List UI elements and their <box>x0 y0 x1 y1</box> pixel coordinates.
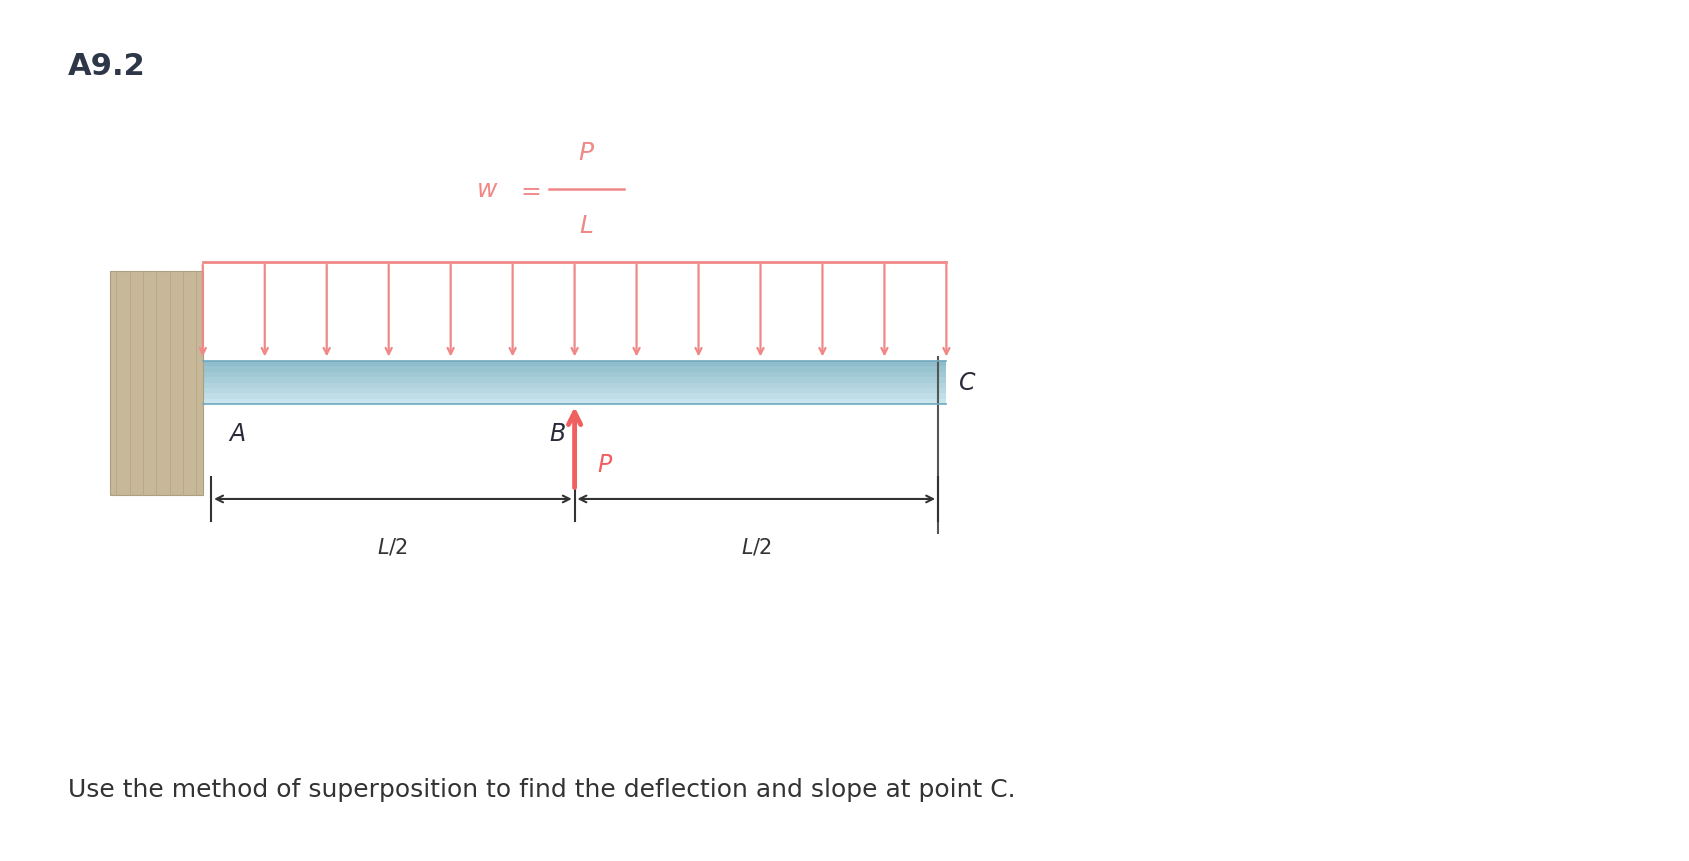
Text: Use the method of superposition to find the deflection and slope at point C.: Use the method of superposition to find … <box>68 777 1015 801</box>
Bar <box>203 362 946 367</box>
Bar <box>110 271 203 495</box>
Text: $=$: $=$ <box>517 177 540 201</box>
Bar <box>203 400 946 405</box>
Text: A9.2: A9.2 <box>68 52 145 81</box>
Text: $L/2$: $L/2$ <box>740 536 772 557</box>
Bar <box>203 383 946 388</box>
Text: $P$: $P$ <box>596 453 613 477</box>
Text: $C$: $C$ <box>958 370 976 394</box>
Text: $P$: $P$ <box>578 141 595 165</box>
Bar <box>203 378 946 383</box>
Bar <box>203 367 946 372</box>
Text: $L$: $L$ <box>579 214 593 238</box>
Text: $w$: $w$ <box>476 177 498 201</box>
Text: $B$: $B$ <box>549 422 566 446</box>
Bar <box>203 372 946 378</box>
Bar <box>203 388 946 394</box>
Text: $A$: $A$ <box>228 422 247 446</box>
Text: $L/2$: $L/2$ <box>377 536 409 557</box>
Bar <box>203 394 946 400</box>
